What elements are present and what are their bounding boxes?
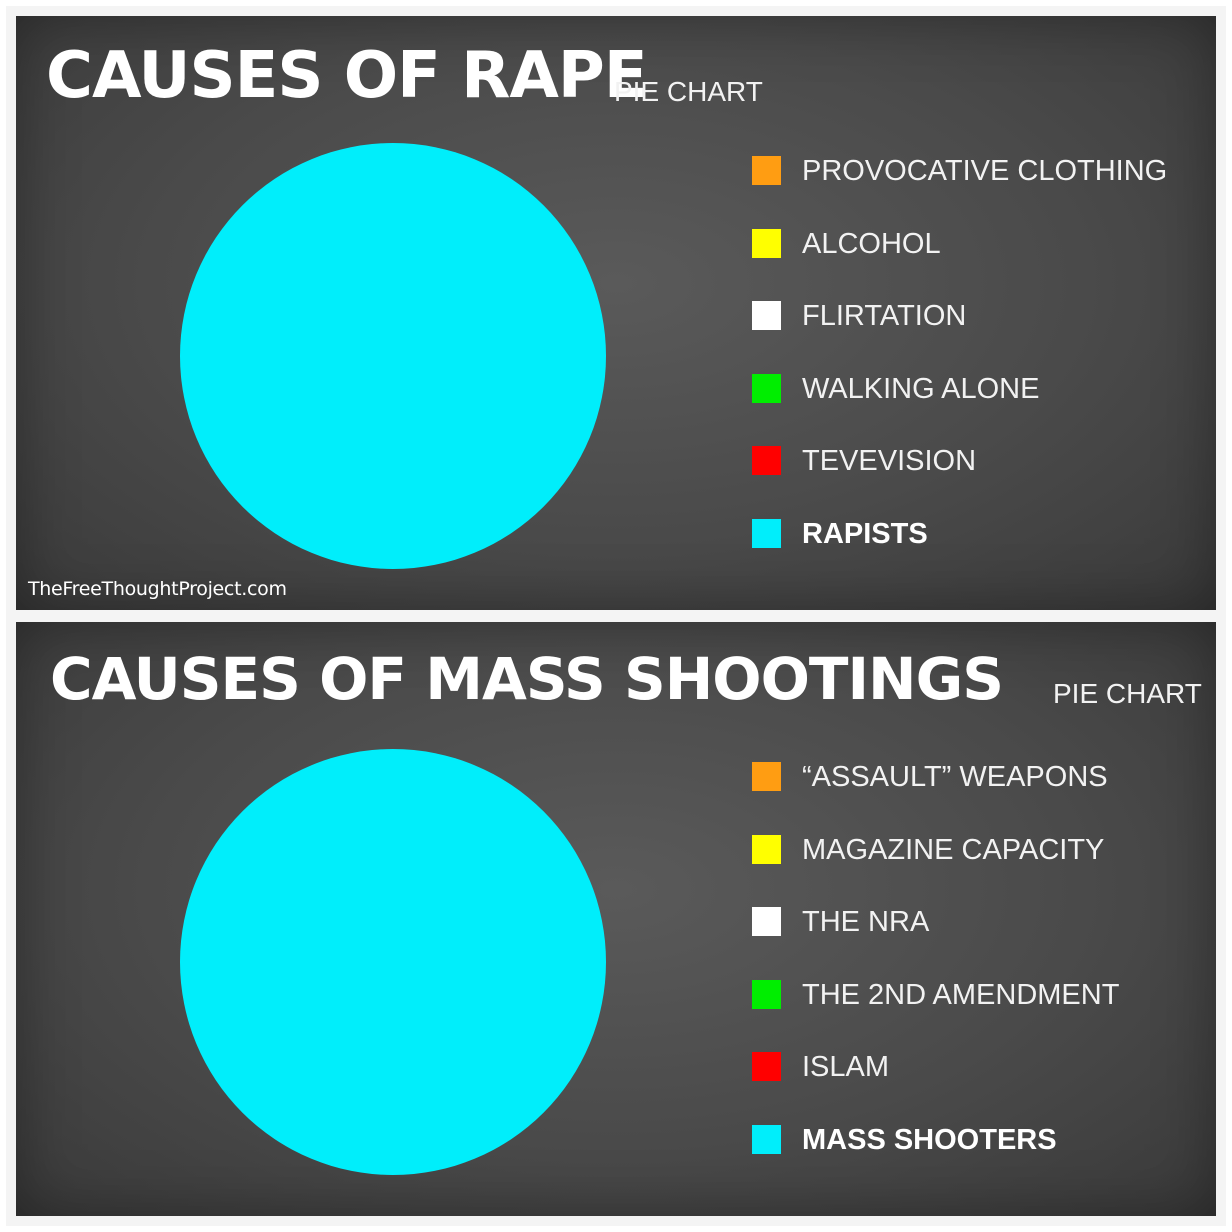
chart-title: CAUSES OF MASS SHOOTINGS [50, 645, 1004, 713]
legend-swatch [752, 373, 781, 403]
legend-swatch [752, 762, 781, 791]
legend-item: RAPISTS [752, 517, 1202, 550]
legend-item: MAGAZINE CAPACITY [752, 833, 1202, 866]
legend-swatch [752, 1052, 781, 1081]
legend-swatch [752, 446, 781, 475]
legend-item: THE 2ND AMENDMENT [752, 978, 1202, 1011]
legend-label: WALKING ALONE [802, 372, 1040, 405]
legend-swatch [752, 1124, 781, 1154]
legend-swatch [752, 156, 781, 185]
legend-label: THE NRA [802, 906, 930, 938]
chart-title: CAUSES OF RAPE [46, 39, 648, 113]
pie-chart [180, 749, 606, 1175]
legend-swatch [752, 979, 781, 1009]
legend-item: ISLAM [752, 1052, 1202, 1082]
legend-item: TEVEVISION [752, 446, 1202, 476]
legend-swatch [752, 518, 781, 548]
legend-item: PROVOCATIVE CLOTHING [752, 156, 1202, 186]
legend-label: ISLAM [802, 1051, 890, 1083]
chart-legend: PROVOCATIVE CLOTHING ALCOHOL FLIRTATION WAL… [752, 156, 1202, 576]
legend-label: THE 2ND AMENDMENT [802, 978, 1120, 1011]
pie-slice-rapists [180, 143, 606, 569]
legend-item: ALCOHOL [752, 227, 1202, 260]
chart-subtitle: PIE CHART [614, 76, 763, 107]
legend-swatch [752, 834, 781, 864]
chart-legend: “ASSAULT” WEAPONS MAGAZINE CAPACITY THE NR… [752, 762, 1202, 1182]
pie-slice-mass-shooters [180, 749, 606, 1175]
legend-label: TEVEVISION [802, 445, 977, 477]
legend-swatch [752, 907, 781, 936]
mass-shootings-causes-panel: CAUSES OF MASS SHOOTINGS PIE CHART “ASSA… [16, 622, 1216, 1216]
legend-item: MASS SHOOTERS [752, 1123, 1202, 1156]
credit-watermark: TheFreeThoughtProject.com [28, 578, 287, 600]
legend-item: THE NRA [752, 907, 1202, 937]
legend-label: RAPISTS [802, 517, 928, 550]
legend-item: FLIRTATION [752, 301, 1202, 331]
legend-item: “ASSAULT” WEAPONS [752, 762, 1202, 792]
legend-label: MASS SHOOTERS [802, 1123, 1057, 1156]
legend-label: ALCOHOL [802, 227, 941, 260]
legend-label: “ASSAULT” WEAPONS [802, 761, 1108, 793]
legend-label: FLIRTATION [802, 300, 967, 332]
legend-swatch [752, 228, 781, 258]
legend-label: PROVOCATIVE CLOTHING [802, 155, 1168, 187]
chart-subtitle: PIE CHART [1053, 678, 1202, 709]
rape-causes-panel: CAUSES OF RAPE PIE CHART PROVOCATIVE CLO… [16, 16, 1216, 610]
legend-swatch [752, 301, 781, 330]
legend-label: MAGAZINE CAPACITY [802, 833, 1105, 866]
legend-item: WALKING ALONE [752, 372, 1202, 405]
pie-chart [180, 143, 606, 569]
